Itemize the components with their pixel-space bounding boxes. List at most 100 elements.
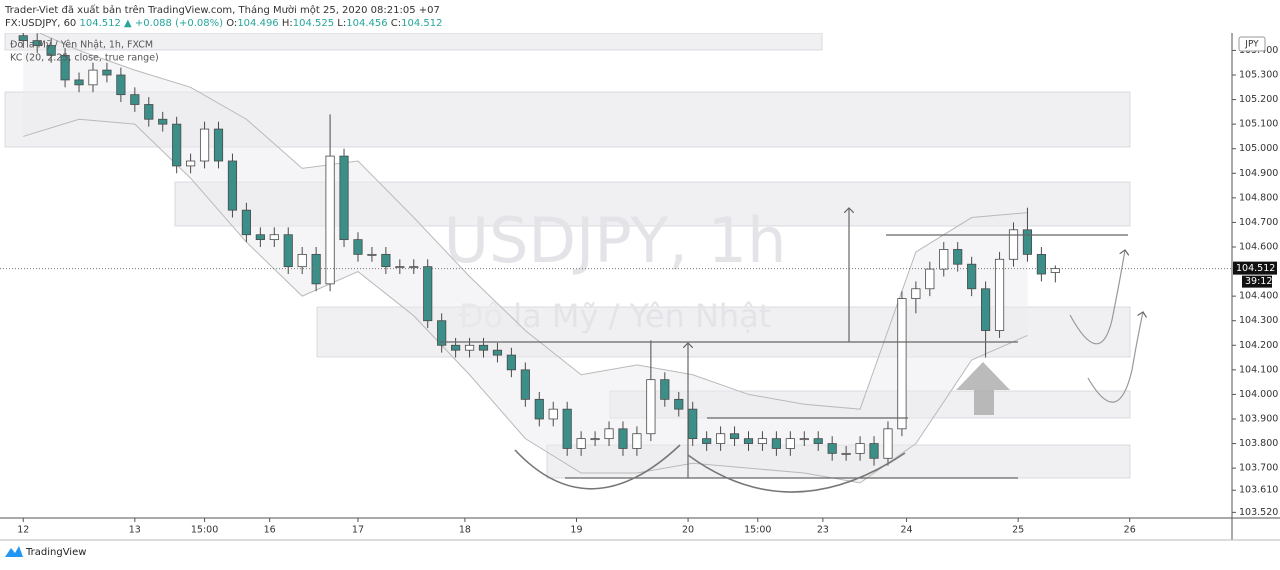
candle-body: [883, 428, 893, 459]
x-tick-label: 20: [682, 525, 694, 536]
watermark-title: USDJPY, 1h: [444, 204, 787, 277]
candle-body: [74, 79, 84, 86]
ohlc-value: 104.512: [401, 18, 442, 29]
candle-body: [283, 234, 293, 268]
x-tick-label: 17: [352, 525, 364, 536]
candle-body: [144, 104, 154, 120]
ohlc-value: 104.525: [293, 18, 334, 29]
channel-upper: [38, 33, 1028, 410]
candle-body: [1022, 229, 1033, 255]
candle-body: [1050, 268, 1060, 273]
series: [0, 33, 1232, 484]
candle-body: [674, 398, 684, 410]
candle-body: [911, 288, 921, 299]
candle-body: [1008, 229, 1019, 260]
candle-body: [729, 433, 740, 440]
y-tick-label: 104.900: [1239, 168, 1278, 179]
x-tick-label: 13: [129, 525, 141, 536]
zone: [4, 33, 823, 51]
x-tick-label: 26: [1124, 525, 1136, 536]
legend-indicator: KC (20, 2.25, close, true range): [10, 53, 159, 64]
candle-body: [897, 298, 907, 430]
candle-body: [855, 443, 865, 454]
candle-body: [437, 320, 447, 346]
candle-body: [841, 452, 851, 455]
curved-arrow: [1087, 312, 1143, 403]
ohlc-label: H:: [282, 18, 293, 29]
x-tick-label: 16: [264, 525, 276, 536]
candle-body: [743, 438, 754, 444]
candle-body: [757, 438, 768, 444]
change: ▲ +0.088 (+0.08%): [124, 18, 223, 29]
candle-body: [464, 344, 475, 351]
pattern-arc: [687, 452, 906, 493]
candle-body: [618, 428, 628, 449]
candle-body: [311, 253, 321, 285]
candle-body: [799, 438, 809, 441]
x-tick-label: 19: [570, 525, 582, 536]
candle-body: [409, 266, 419, 269]
currency: JPY: [1244, 40, 1259, 50]
candle-body: [702, 438, 712, 444]
candle-body: [241, 209, 251, 236]
candle-body: [18, 35, 28, 42]
candle-body: [771, 438, 781, 449]
x-tick-label: 23: [817, 525, 829, 536]
candle-body: [325, 155, 335, 285]
candle-body: [576, 438, 586, 449]
candle-body: [269, 234, 279, 241]
y-tick-label: 103.900: [1239, 413, 1278, 424]
symbol-info: FX:USDJPY, 60 104.512 ▲ +0.088 (+0.08%) …: [5, 18, 443, 29]
candle-body: [116, 74, 126, 96]
curved-arrow: [1069, 250, 1125, 345]
channel-lower: [23, 118, 1028, 484]
candle-body: [534, 398, 544, 420]
header-line: Trader-Viet đã xuất bản trên TradingView…: [4, 4, 440, 16]
candle-body: [478, 344, 489, 351]
candle-body: [88, 69, 98, 86]
y-tick-label: 104.000: [1239, 389, 1278, 400]
candle-body: [353, 239, 363, 255]
y-tick-label: 103.700: [1239, 463, 1278, 474]
candle-body: [660, 379, 670, 400]
candle-body: [199, 128, 210, 162]
y-tick-label: 103.610: [1239, 485, 1278, 496]
y-tick-label: 105.300: [1239, 70, 1278, 81]
y-tick-label: 104.700: [1239, 217, 1278, 228]
ohlc-value: 104.456: [346, 18, 387, 29]
candle-body: [869, 443, 879, 459]
y-tick-label: 105.000: [1239, 143, 1278, 154]
up-arrow-icon: [956, 362, 1010, 415]
ohlc-label: O:: [226, 18, 237, 29]
candle-body: [994, 258, 1005, 331]
x-tick-label: 24: [901, 525, 913, 536]
y-tick-label: 104.400: [1239, 291, 1278, 302]
countdown: 39:12: [1245, 276, 1272, 287]
candle-body: [827, 443, 837, 454]
last-price-label: 104.512: [1236, 263, 1275, 274]
y-tick-label: 103.800: [1239, 438, 1278, 449]
candle-body: [646, 379, 656, 435]
candle-body: [395, 266, 405, 269]
y-tick-label: 104.300: [1239, 315, 1278, 326]
candle-body: [423, 266, 433, 322]
candle-body: [981, 288, 991, 331]
candle-body: [716, 433, 726, 444]
candle-body: [255, 234, 265, 241]
ohlc-label: C:: [391, 18, 401, 29]
x-tick-label: 18: [459, 525, 471, 536]
currency-box: [1238, 36, 1266, 52]
y-tick-label: 104.800: [1239, 192, 1278, 203]
candle-body: [213, 128, 224, 162]
candle-body: [939, 249, 949, 270]
candle-body: [172, 123, 182, 167]
candle-body: [102, 69, 112, 76]
x-tick-label: 25: [1012, 525, 1024, 536]
candle-body: [967, 263, 977, 290]
candle-body: [925, 268, 935, 290]
y-tick-label: 105.200: [1239, 94, 1278, 105]
axes: 105.400105.300105.200105.100105.000104.9…: [17, 45, 1278, 536]
candle-body: [813, 438, 823, 444]
x-tick-label: 15:00: [744, 525, 771, 536]
